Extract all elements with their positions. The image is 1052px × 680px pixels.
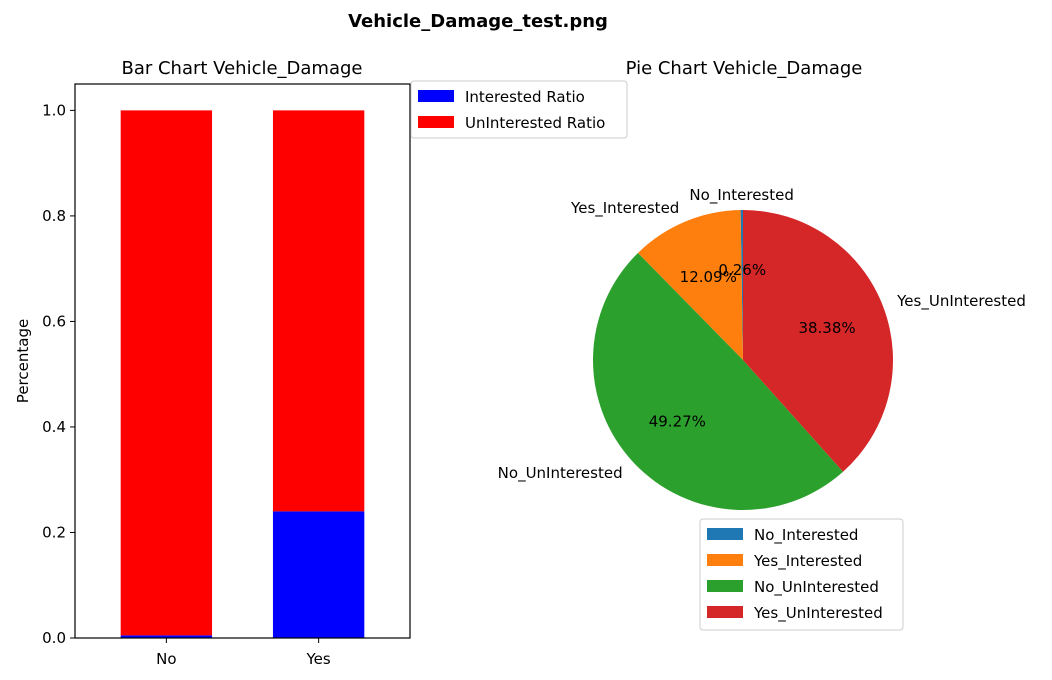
x-tick-label: Yes bbox=[306, 650, 331, 668]
bar-legend: Interested Ratio UnInterested Ratio bbox=[410, 80, 628, 139]
pie-pct-label: 0.26% bbox=[718, 261, 766, 279]
bar-chart-title: Bar Chart Vehicle_Damage bbox=[121, 58, 362, 79]
pie-slice-yes-interested bbox=[637, 210, 743, 360]
bar-chart-ylabel: Percentage bbox=[14, 319, 32, 403]
pie-legend-label: Yes_Interested bbox=[753, 552, 862, 571]
pie-legend-label: No_UnInterested bbox=[754, 578, 879, 597]
pie-slice-no-interested bbox=[740, 210, 743, 360]
pie-slices bbox=[593, 210, 894, 510]
bar-x-ticks: No Yes bbox=[156, 638, 331, 668]
pie-pct-label: 38.38% bbox=[798, 319, 855, 337]
pie-slice-label: No_UnInterested bbox=[498, 464, 623, 483]
pie-legend-swatch bbox=[707, 554, 743, 566]
bar-yes-series-1 bbox=[272, 110, 365, 512]
y-tick-label: 0.8 bbox=[42, 207, 66, 225]
bar-legend-label: UnInterested Ratio bbox=[465, 114, 605, 132]
bar-legend-swatch bbox=[418, 116, 454, 128]
pie-slice-no-uninterested bbox=[593, 252, 844, 510]
pie-legend-label: Yes_UnInterested bbox=[753, 604, 883, 623]
bar-y-ticks: 0.0 0.2 0.4 0.6 0.8 1.0 bbox=[42, 101, 75, 647]
pie-labels: No_Interested 0.26% Yes_Interested 12.09% No… bbox=[498, 186, 1026, 483]
bar-marks bbox=[120, 110, 365, 638]
bar-legend-label: Interested Ratio bbox=[465, 88, 585, 106]
pie-slice-label: Yes_Interested bbox=[570, 199, 679, 218]
pie-slice-yes-uninterested bbox=[743, 210, 894, 472]
y-tick-label: 0.2 bbox=[42, 523, 66, 541]
pie-chart: Pie Chart Vehicle_Damage No_Interested 0.… bbox=[498, 58, 1026, 631]
pie-legend-swatch bbox=[707, 606, 743, 618]
y-tick-label: 0.6 bbox=[42, 312, 66, 330]
bar-no-series-0 bbox=[120, 635, 213, 638]
pie-chart-title: Pie Chart Vehicle_Damage bbox=[626, 58, 863, 79]
bar-legend-swatch bbox=[418, 90, 454, 102]
bar-chart: Bar Chart Vehicle_Damage Percentage 0.00… bbox=[14, 58, 628, 668]
pie-legend-swatch bbox=[707, 528, 743, 540]
bar-no-series-1 bbox=[120, 110, 213, 636]
y-tick-label: 0.0 bbox=[42, 629, 66, 647]
bar-axes-frame bbox=[74, 83, 411, 639]
pie-pct-label: 12.09% bbox=[680, 268, 737, 286]
bar-legend-frame bbox=[410, 80, 628, 139]
y-tick-label: 1.0 bbox=[42, 101, 66, 119]
pie-pct-label: 49.27% bbox=[649, 413, 706, 431]
pie-legend-frame bbox=[699, 518, 904, 631]
pie-legend-swatch bbox=[707, 580, 743, 592]
y-tick-label: 0.4 bbox=[42, 418, 66, 436]
pie-slice-label: No_Interested bbox=[689, 186, 793, 205]
pie-legend-label: No_Interested bbox=[754, 526, 858, 545]
bar-yes-series-0 bbox=[272, 511, 365, 638]
pie-slice-label: Yes_UnInterested bbox=[896, 292, 1026, 311]
figure-suptitle: Vehicle_Damage_test.png bbox=[348, 11, 608, 32]
pie-legend: No_Interested Yes_Interested No_UnInterest… bbox=[699, 518, 904, 631]
x-tick-label: No bbox=[156, 650, 176, 668]
